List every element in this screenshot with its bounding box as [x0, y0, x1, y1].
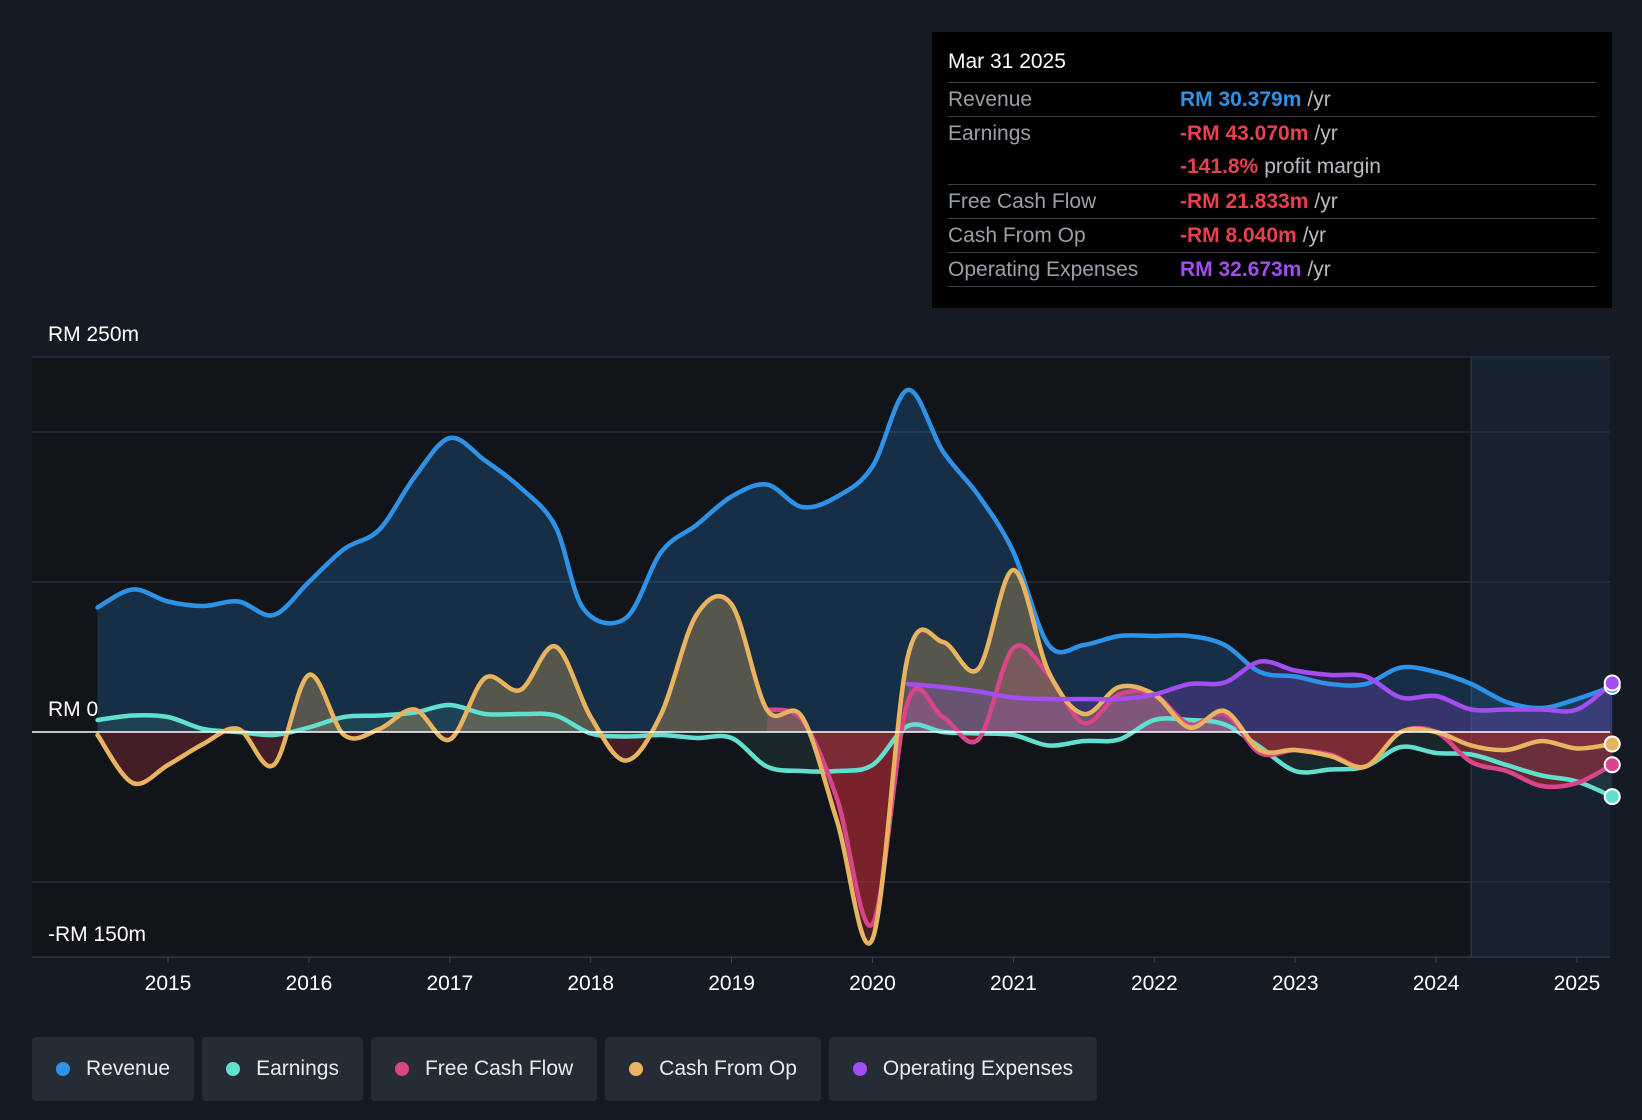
y-axis-label: RM 250m: [48, 323, 139, 346]
x-tick-label: 2020: [849, 972, 896, 995]
x-tick-label: 2018: [567, 972, 614, 995]
legend-label: Free Cash Flow: [424, 1057, 574, 1080]
tooltip-row: Free Cash Flow -RM 21.833m/yr: [948, 184, 1596, 219]
tooltip-row-label: Operating Expenses: [948, 258, 1139, 281]
tooltip-row-value: -RM 21.833m/yr: [1180, 190, 1338, 213]
y-axis-label: RM 0: [48, 698, 98, 721]
tooltip-row-label: Free Cash Flow: [948, 190, 1097, 213]
tooltip-row-value: RM 30.379m/yr: [1180, 88, 1331, 111]
legend: Revenue Earnings Free Cash Flow Cash From O…: [32, 1037, 1098, 1101]
x-tick-label: 2017: [426, 972, 473, 995]
tooltip-row-value: -RM 43.070m/yr: [1180, 122, 1338, 145]
x-tick-label: 2016: [286, 972, 333, 995]
tooltip-row-value: -141.8% profit margin: [1180, 155, 1381, 178]
area-earnings-negative: [97, 732, 1613, 797]
forecast-region: [1471, 357, 1610, 957]
tooltip-panel: Mar 31 2025 Revenue RM 30.379m/yr Earnings…: [932, 32, 1612, 308]
x-tick-label: 2024: [1413, 972, 1460, 995]
area-revenue-positive: [97, 389, 1613, 732]
tooltip-row: Earnings -RM 43.070m/yr: [948, 116, 1596, 151]
x-tick-label: 2021: [990, 972, 1037, 995]
legend-item-earnings[interactable]: Earnings: [202, 1037, 363, 1101]
legend-dot-icon: [56, 1062, 70, 1076]
area-cash-from-op-negative: [97, 732, 1613, 944]
tooltip-row: Cash From Op -RM 8.040m/yr: [948, 218, 1596, 253]
tooltip-row-label: Revenue: [948, 88, 1033, 111]
x-tick-label: 2023: [1272, 972, 1319, 995]
legend-label: Operating Expenses: [882, 1057, 1074, 1080]
series-line-revenue: [95, 387, 1615, 711]
tooltip-divider: [948, 286, 1596, 287]
tooltip-row: Revenue RM 30.379m/yr: [948, 82, 1596, 117]
tooltip-row: Operating Expenses RM 32.673m/yr: [948, 252, 1596, 287]
series-line-cash-from-op: [95, 567, 1615, 946]
tooltip-date: Mar 31 2025: [948, 50, 1066, 73]
legend-item-revenue[interactable]: Revenue: [32, 1037, 195, 1101]
legend-dot-icon: [394, 1062, 409, 1076]
x-tick-label: 2025: [1554, 972, 1601, 995]
legend-label: Revenue: [86, 1057, 171, 1080]
legend-item-operating-expenses[interactable]: Operating Expenses: [828, 1037, 1098, 1101]
legend-dot-icon: [629, 1062, 644, 1076]
legend-item-cash-from-op[interactable]: Cash From Op: [605, 1037, 821, 1101]
legend-item-free-cash-flow[interactable]: Free Cash Flow: [370, 1037, 598, 1101]
x-tick-label: 2015: [145, 972, 192, 995]
x-tick-label: 2019: [708, 972, 755, 995]
tooltip-row-label: Cash From Op: [948, 224, 1086, 247]
series-line-operating-expenses: [905, 658, 1615, 714]
legend-label: Earnings: [256, 1057, 339, 1080]
tooltip-row: -141.8% profit margin: [948, 150, 1596, 184]
end-marker-free-cash-flow: [1603, 756, 1621, 774]
area-earnings-positive: [97, 704, 1613, 732]
legend-label: Cash From Op: [659, 1057, 797, 1080]
legend-dot-icon: [852, 1062, 867, 1076]
tooltip-row-label: Earnings: [948, 122, 1031, 145]
y-axis-label: -RM 150m: [48, 923, 146, 946]
x-tick-label: 2022: [1131, 972, 1178, 995]
end-marker-operating-expenses: [1603, 674, 1621, 692]
legend-dot-icon: [226, 1062, 241, 1076]
tooltip-row-value: RM 32.673m/yr: [1180, 258, 1331, 281]
area-free-cash-flow-negative: [766, 732, 1613, 926]
end-marker-earnings: [1603, 788, 1621, 806]
end-marker-cash-from-op: [1603, 735, 1621, 753]
tooltip-row-value: -RM 8.040m/yr: [1180, 224, 1327, 247]
